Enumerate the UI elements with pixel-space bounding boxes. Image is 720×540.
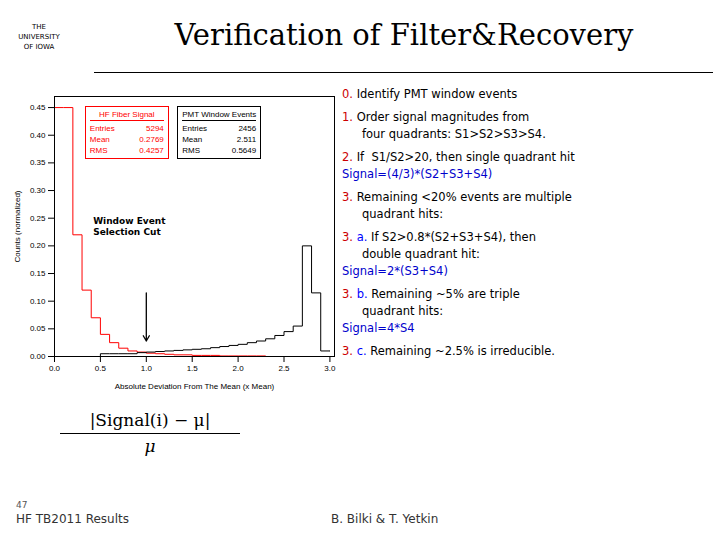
html-text:2.511: 2.511 xyxy=(236,135,257,145)
html-text:2. If S1/S2>20, then single qu: 2. If S1/S2>20, then single quadrant hit xyxy=(342,150,575,164)
svg-text:0.00: 0.00 xyxy=(30,352,46,361)
html-text:HF TB2011 Results: HF TB2011 Results xyxy=(16,512,129,526)
html-text:RMS: RMS xyxy=(182,146,200,156)
svg-text:1.0: 1.0 xyxy=(141,364,153,373)
svg-text:0.35: 0.35 xyxy=(30,158,46,167)
svg-text:0.25: 0.25 xyxy=(30,214,46,223)
svg-text:0.40: 0.40 xyxy=(30,131,46,140)
svg-text:Absolute Deviation From The Me: Absolute Deviation From The Mean (x Mean… xyxy=(115,382,275,391)
svg-text:2.0: 2.0 xyxy=(233,364,245,373)
html-text:2456: 2456 xyxy=(238,124,257,134)
html-text:3. Remaining <20% events are m: 3. Remaining <20% events are multiple xyxy=(342,190,572,204)
svg-text:0.5: 0.5 xyxy=(95,364,107,373)
svg-text:0.05: 0.05 xyxy=(30,324,46,333)
html-text:3. b. Remaining ~5% are triple: 3. b. Remaining ~5% are triple xyxy=(342,287,520,301)
html-text:quadrant hits:: quadrant hits: xyxy=(362,304,443,318)
html-text:Signal=4*S4: Signal=4*S4 xyxy=(342,321,415,335)
html-text:μ: μ xyxy=(144,436,156,456)
html-text:1. Order signal magnitudes fro: 1. Order signal magnitudes from xyxy=(342,110,530,124)
svg-text:3.0: 3.0 xyxy=(324,364,336,373)
html-text:quadrant hits:: quadrant hits: xyxy=(362,207,443,221)
html-text:four quadrants: S1>S2>S3>S4.: four quadrants: S1>S2>S3>S4. xyxy=(362,127,546,141)
html-text:Entries: Entries xyxy=(89,124,115,134)
svg-text:0.10: 0.10 xyxy=(30,297,46,306)
html-text:Window Event Selection Cut: Window Event Selection Cut xyxy=(93,215,166,237)
svg-text:0.30: 0.30 xyxy=(30,186,46,195)
html-text:0.2769: 0.2769 xyxy=(139,135,164,145)
html-text:B. Bilki & T. Yetkin: B. Bilki & T. Yetkin xyxy=(331,512,439,526)
svg-text:0.20: 0.20 xyxy=(30,241,46,250)
html-text:Signal=(4/3)*(S2+S3+S4): Signal=(4/3)*(S2+S3+S4) xyxy=(342,167,493,181)
html-text:THE UNIVERSITY OF IOWA: THE UNIVERSITY OF IOWA xyxy=(18,23,60,51)
html-text:Mean: Mean xyxy=(182,135,203,145)
html-text:0.5649: 0.5649 xyxy=(231,146,257,156)
html-text:RMS: RMS xyxy=(89,146,108,156)
svg-text:2.5: 2.5 xyxy=(278,364,290,373)
svg-text:0.15: 0.15 xyxy=(30,269,46,278)
html-text:0.4257: 0.4257 xyxy=(139,146,164,156)
html-text:3. c. Remaining ~2.5% is irred: 3. c. Remaining ~2.5% is irreducible. xyxy=(342,344,555,358)
svg-text:Counts (normalized): Counts (normalized) xyxy=(13,190,22,262)
svg-text:1.5: 1.5 xyxy=(187,364,199,373)
html-text:PMT Window Events: PMT Window Events xyxy=(182,110,257,120)
html-text:47: 47 xyxy=(16,500,28,510)
html-text:Mean: Mean xyxy=(89,135,110,145)
html-text:Signal=2*(S3+S4): Signal=2*(S3+S4) xyxy=(342,264,448,278)
html-text:3. a. If S2>0.8*(S2+S3+S4), th: 3. a. If S2>0.8*(S2+S3+S4), then xyxy=(342,230,536,244)
html-text:double quadrant hit:: double quadrant hit: xyxy=(362,247,480,261)
html-text:0. Identify PMT window events: 0. Identify PMT window events xyxy=(342,87,518,101)
html-text:Verification of Filter&Recover: Verification of Filter&Recovery xyxy=(174,18,634,52)
html-text:5294: 5294 xyxy=(146,124,164,134)
html-text:HF Fiber Signal: HF Fiber Signal xyxy=(99,110,155,120)
svg-text:0.0: 0.0 xyxy=(49,364,61,373)
html-text:|Signal(i) − μ|: |Signal(i) − μ| xyxy=(89,410,211,430)
svg-text:0.45: 0.45 xyxy=(30,103,46,112)
html-text:Entries: Entries xyxy=(182,124,208,134)
